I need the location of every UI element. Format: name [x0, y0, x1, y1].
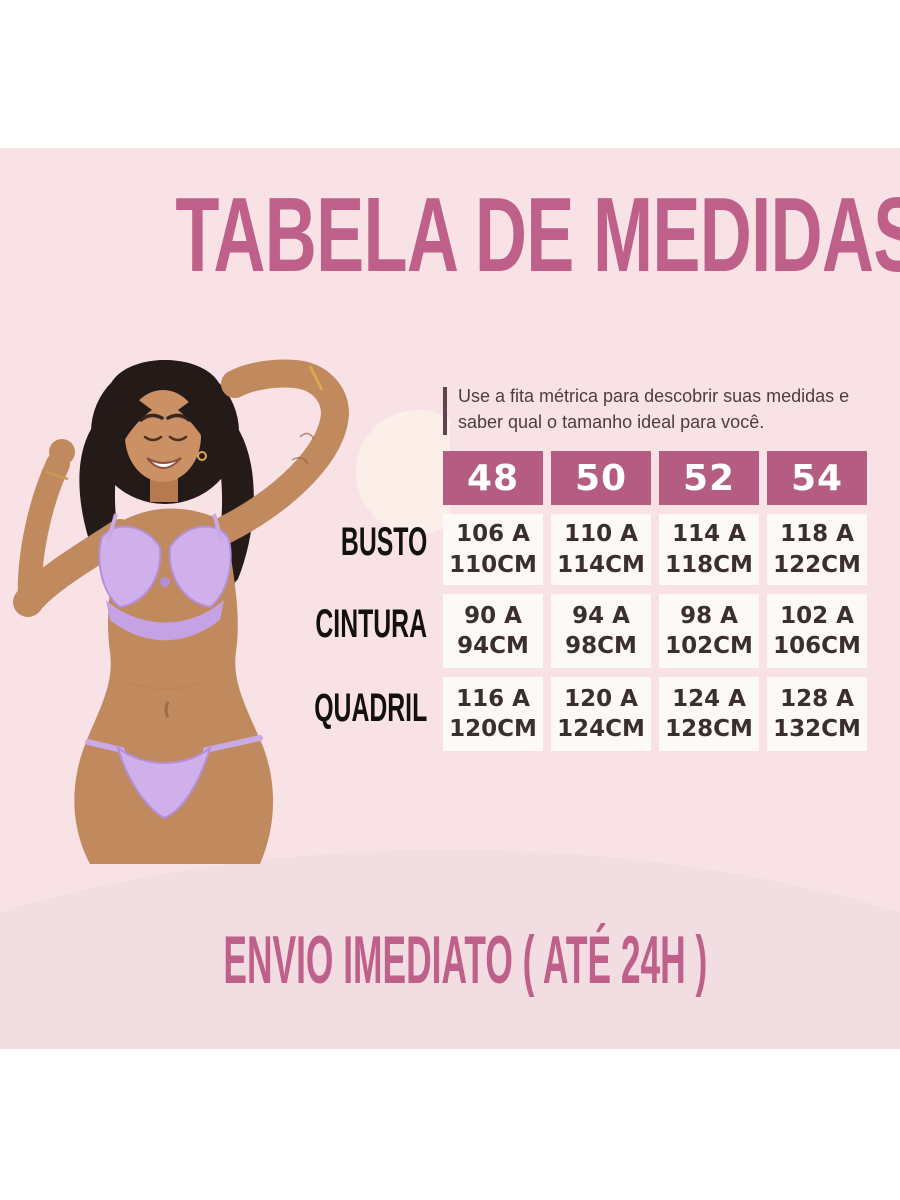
page-title: TABELA DE MEDIDAS	[0, 182, 900, 288]
size-cell-quadril: 124 A 128CM	[659, 677, 759, 751]
size-header-cell: 50	[551, 451, 651, 505]
row-label-quadril: QUADRIL	[314, 686, 427, 730]
size-cell-cintura: 94 A 98CM	[551, 594, 651, 668]
size-cell-cintura: 98 A 102CM	[659, 594, 759, 668]
shipping-banner: ENVIO IMEDIATO ( ATÉ 24H )	[223, 922, 708, 998]
row-label-busto: BUSTO	[340, 520, 427, 564]
bottom-wave-shape	[0, 850, 900, 1049]
size-cell-cintura: 90 A 94CM	[443, 594, 543, 668]
size-cell-busto: 110 A 114CM	[551, 514, 651, 585]
size-header-cell: 54	[767, 451, 867, 505]
instruction-text: Use a fita métrica para descobrir suas m…	[458, 386, 850, 432]
size-cell-busto: 114 A 118CM	[659, 514, 759, 585]
size-cell-quadril: 116 A 120CM	[443, 677, 543, 751]
size-header-cell: 48	[443, 451, 543, 505]
size-cell-busto: 118 A 122CM	[767, 514, 867, 585]
size-cell-quadril: 128 A 132CM	[767, 677, 867, 751]
row-label-cintura: CINTURA	[315, 602, 427, 646]
size-cell-quadril: 120 A 124CM	[551, 677, 651, 751]
instruction-accent-bar	[443, 387, 447, 435]
size-cell-busto: 106 A 110CM	[443, 514, 543, 585]
model-photo	[13, 359, 450, 864]
size-header-cell: 52	[659, 451, 759, 505]
page-title-text: TABELA DE MEDIDAS	[175, 176, 900, 294]
size-cell-cintura: 102 A 106CM	[767, 594, 867, 668]
size-table: 48 50 52 54 106 A 110CM 110 A 114CM 114 …	[443, 451, 867, 751]
backdrop-circle	[356, 410, 450, 534]
